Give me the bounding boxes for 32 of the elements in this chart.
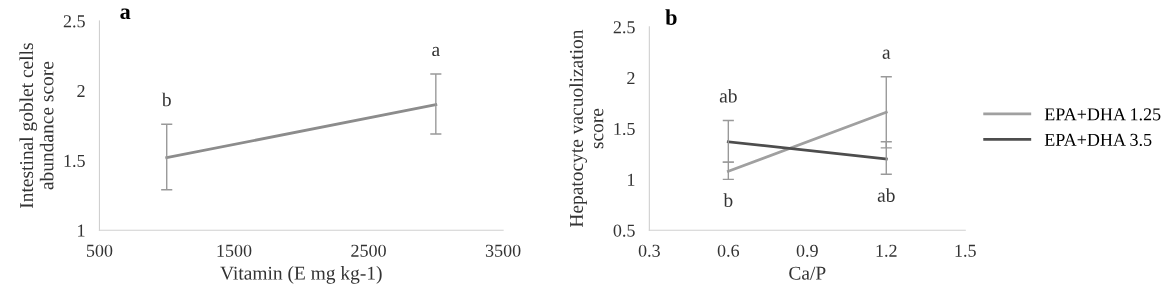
- y-axis-title: Intestinal goblet cells abundance score: [19, 43, 54, 209]
- x-tick-label: 0.3: [638, 244, 660, 257]
- x-tick-label: 3500: [485, 244, 521, 257]
- x-tick-label: 500: [86, 244, 113, 257]
- y-tick-label: 1: [628, 173, 635, 186]
- x-axis-title: Ca/P: [789, 266, 826, 280]
- y-tick-label: 2: [77, 85, 85, 97]
- x-tick-label: 0.6: [717, 244, 740, 257]
- annotation: b: [723, 193, 733, 207]
- y-tick-label: 1: [78, 224, 85, 237]
- y-tick-label: 2: [627, 72, 635, 84]
- chart-title: b: [665, 9, 677, 25]
- chart-title: a: [120, 8, 131, 20]
- y-tick-label: 1.5: [64, 154, 85, 167]
- y-tick-label: 1.5: [614, 122, 635, 136]
- annotation: a: [882, 49, 891, 59]
- y-axis-title: Hepatocyte vacuolization score: [569, 29, 604, 228]
- annotation: a: [432, 46, 440, 57]
- legend-label: EPA+DHA 3.5: [1044, 133, 1152, 146]
- annotation: ab: [877, 188, 895, 202]
- annotation: b: [161, 92, 171, 107]
- y-tick-label: 2.5: [63, 15, 85, 28]
- x-tick-label: 1.5: [955, 244, 976, 257]
- x-tick-label: 1.2: [876, 244, 897, 257]
- y-tick-label: 0.5: [613, 224, 635, 237]
- x-tick-label: 2500: [351, 244, 386, 257]
- x-tick-label: 1500: [217, 244, 252, 257]
- y-tick-label: 2.5: [613, 21, 635, 34]
- x-tick-label: 0.9: [796, 244, 818, 257]
- x-axis-title: Vitamin (E mg kg-1): [220, 266, 382, 284]
- legend-label: EPA+DHA 1.25: [1044, 108, 1161, 121]
- annotation: ab: [719, 88, 737, 103]
